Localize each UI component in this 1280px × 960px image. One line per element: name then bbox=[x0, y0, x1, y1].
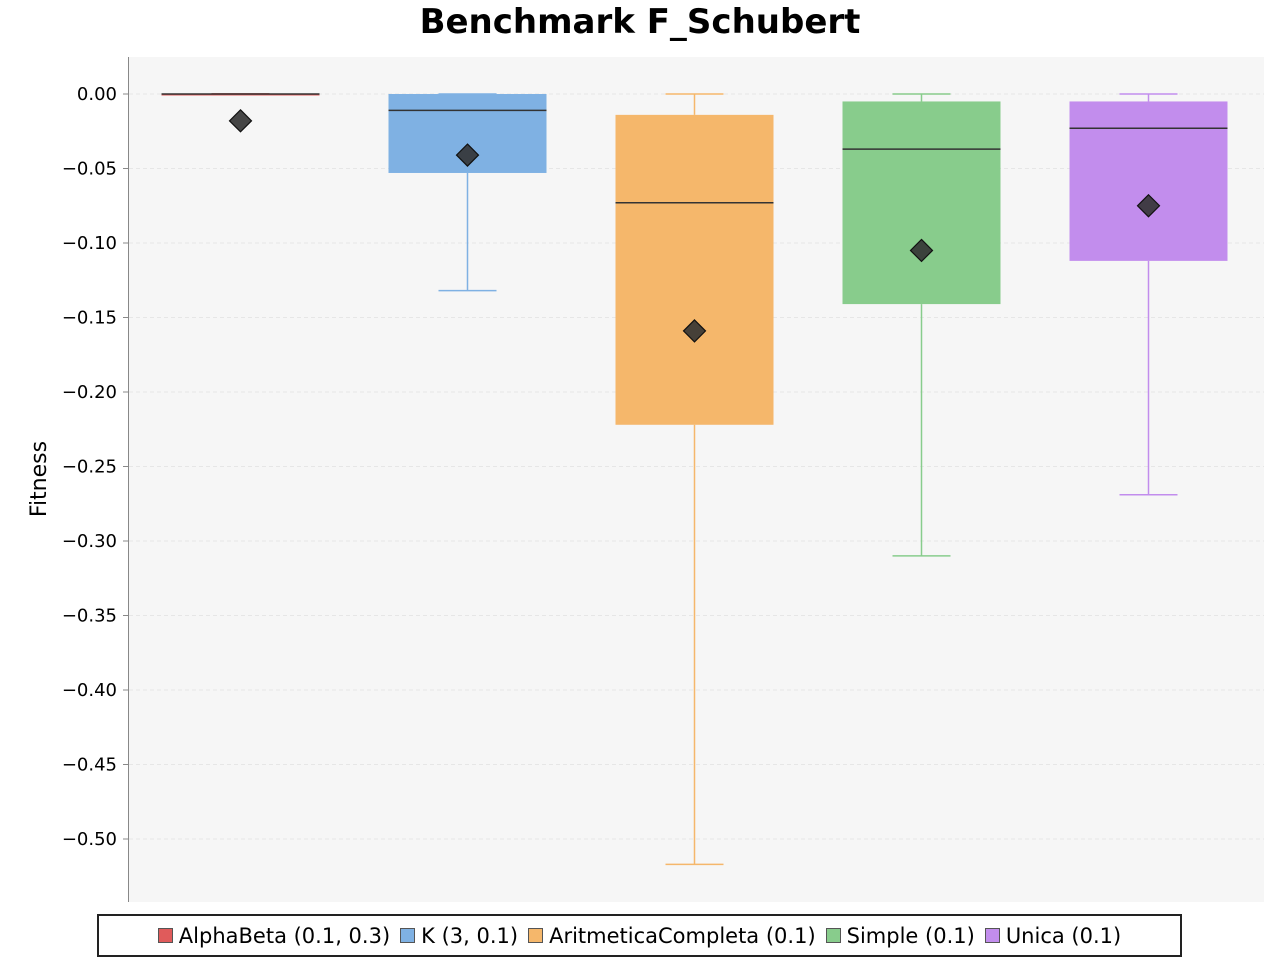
box-group bbox=[615, 93, 774, 866]
y-tick-label: −0.35 bbox=[62, 606, 117, 627]
box-group bbox=[388, 93, 547, 292]
y-tick-label: −0.10 bbox=[62, 233, 117, 254]
legend-swatch bbox=[528, 928, 544, 943]
mean-marker bbox=[228, 108, 253, 133]
y-tick-label: −0.05 bbox=[62, 159, 117, 180]
chart-title: Benchmark F_Schubert bbox=[419, 2, 861, 42]
y-tick-label: 0.00 bbox=[77, 84, 117, 105]
legend-swatch bbox=[825, 928, 841, 943]
box-iqr bbox=[842, 101, 1001, 305]
legend-label: Unica (0.1) bbox=[1005, 923, 1122, 948]
legend-item: Simple (0.1) bbox=[825, 923, 975, 948]
y-tick-label: −0.15 bbox=[62, 308, 117, 329]
mean-marker bbox=[1136, 193, 1161, 218]
mean-marker bbox=[455, 143, 480, 167]
y-tick-label: −0.20 bbox=[62, 382, 117, 403]
legend-swatch bbox=[157, 928, 173, 943]
y-axis-label: Fitness bbox=[27, 441, 52, 517]
chart-svg: 0.00 −0.05 −0.10 −0.15 −0.20 −0.25 −0.30 −0.35 −… bbox=[27, 57, 1264, 902]
box-iqr bbox=[1069, 101, 1228, 261]
y-tick-label: −0.40 bbox=[62, 680, 117, 701]
y-axis-ticks: 0.00 −0.05 −0.10 −0.15 −0.20 −0.25 −0.30 −0.35 −… bbox=[62, 84, 129, 850]
y-tick-label: −0.25 bbox=[62, 457, 117, 478]
box-group bbox=[1069, 93, 1228, 496]
legend-label: Simple (0.1) bbox=[846, 923, 975, 948]
y-tick-label: −0.30 bbox=[62, 531, 117, 552]
legend-label: K (3, 0.1) bbox=[421, 923, 519, 948]
legend: AlphaBeta (0.1, 0.3) K (3, 0.1) Aritmetica… bbox=[97, 914, 1182, 957]
legend-item: AlphaBeta (0.1, 0.3) bbox=[157, 923, 391, 948]
legend-swatch bbox=[984, 928, 1000, 943]
legend-swatch bbox=[400, 928, 416, 943]
y-tick-label: −0.45 bbox=[62, 755, 117, 776]
box-iqr bbox=[615, 114, 774, 425]
legend-item: Unica (0.1) bbox=[984, 923, 1122, 948]
legend-item: K (3, 0.1) bbox=[400, 924, 518, 948]
box-layer bbox=[161, 93, 1228, 866]
box-group bbox=[842, 93, 1001, 557]
legend-label: AritmeticaCompleta (0.1) bbox=[549, 923, 816, 948]
mean-marker bbox=[682, 319, 707, 343]
grid-layer bbox=[129, 93, 1264, 840]
y-tick-label: −0.50 bbox=[62, 829, 117, 850]
legend-label: AlphaBeta (0.1, 0.3) bbox=[178, 923, 391, 948]
legend-item: AritmeticaCompleta (0.1) bbox=[528, 924, 816, 948]
box-group bbox=[161, 93, 320, 133]
mean-marker bbox=[909, 238, 934, 263]
